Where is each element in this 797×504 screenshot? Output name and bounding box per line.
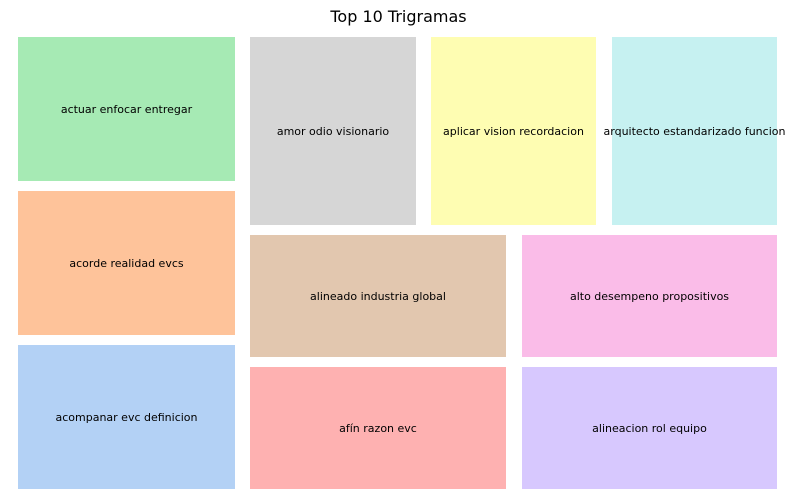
- treemap-tile-label: acompanar evc definicion: [55, 411, 197, 424]
- treemap-tile: [18, 345, 235, 489]
- treemap-tile: [522, 367, 777, 489]
- treemap-tile: [431, 37, 596, 225]
- treemap-tile-label: arquitecto estandarizado funcion: [604, 125, 786, 138]
- treemap-tile-label: afín razon evc: [339, 422, 417, 435]
- treemap-tile: [612, 37, 777, 225]
- treemap-tile-label: alineado industria global: [310, 290, 446, 303]
- treemap-tile: [250, 235, 506, 357]
- treemap-tile: [250, 37, 416, 225]
- treemap-tile-label: aplicar vision recordacion: [443, 125, 584, 138]
- treemap-tile: [522, 235, 777, 357]
- treemap-tile-label: alineacion rol equipo: [592, 422, 707, 435]
- treemap-tile-label: actuar enfocar entregar: [61, 103, 193, 116]
- treemap-tile: [18, 37, 235, 181]
- treemap-tile: [18, 191, 235, 335]
- treemap-tile-label: amor odio visionario: [277, 125, 390, 138]
- treemap-tile-label: alto desempeno propositivos: [570, 290, 729, 303]
- treemap-tile: [250, 367, 506, 489]
- chart-title: Top 10 Trigramas: [330, 7, 467, 26]
- treemap-tile-label: acorde realidad evcs: [69, 257, 184, 270]
